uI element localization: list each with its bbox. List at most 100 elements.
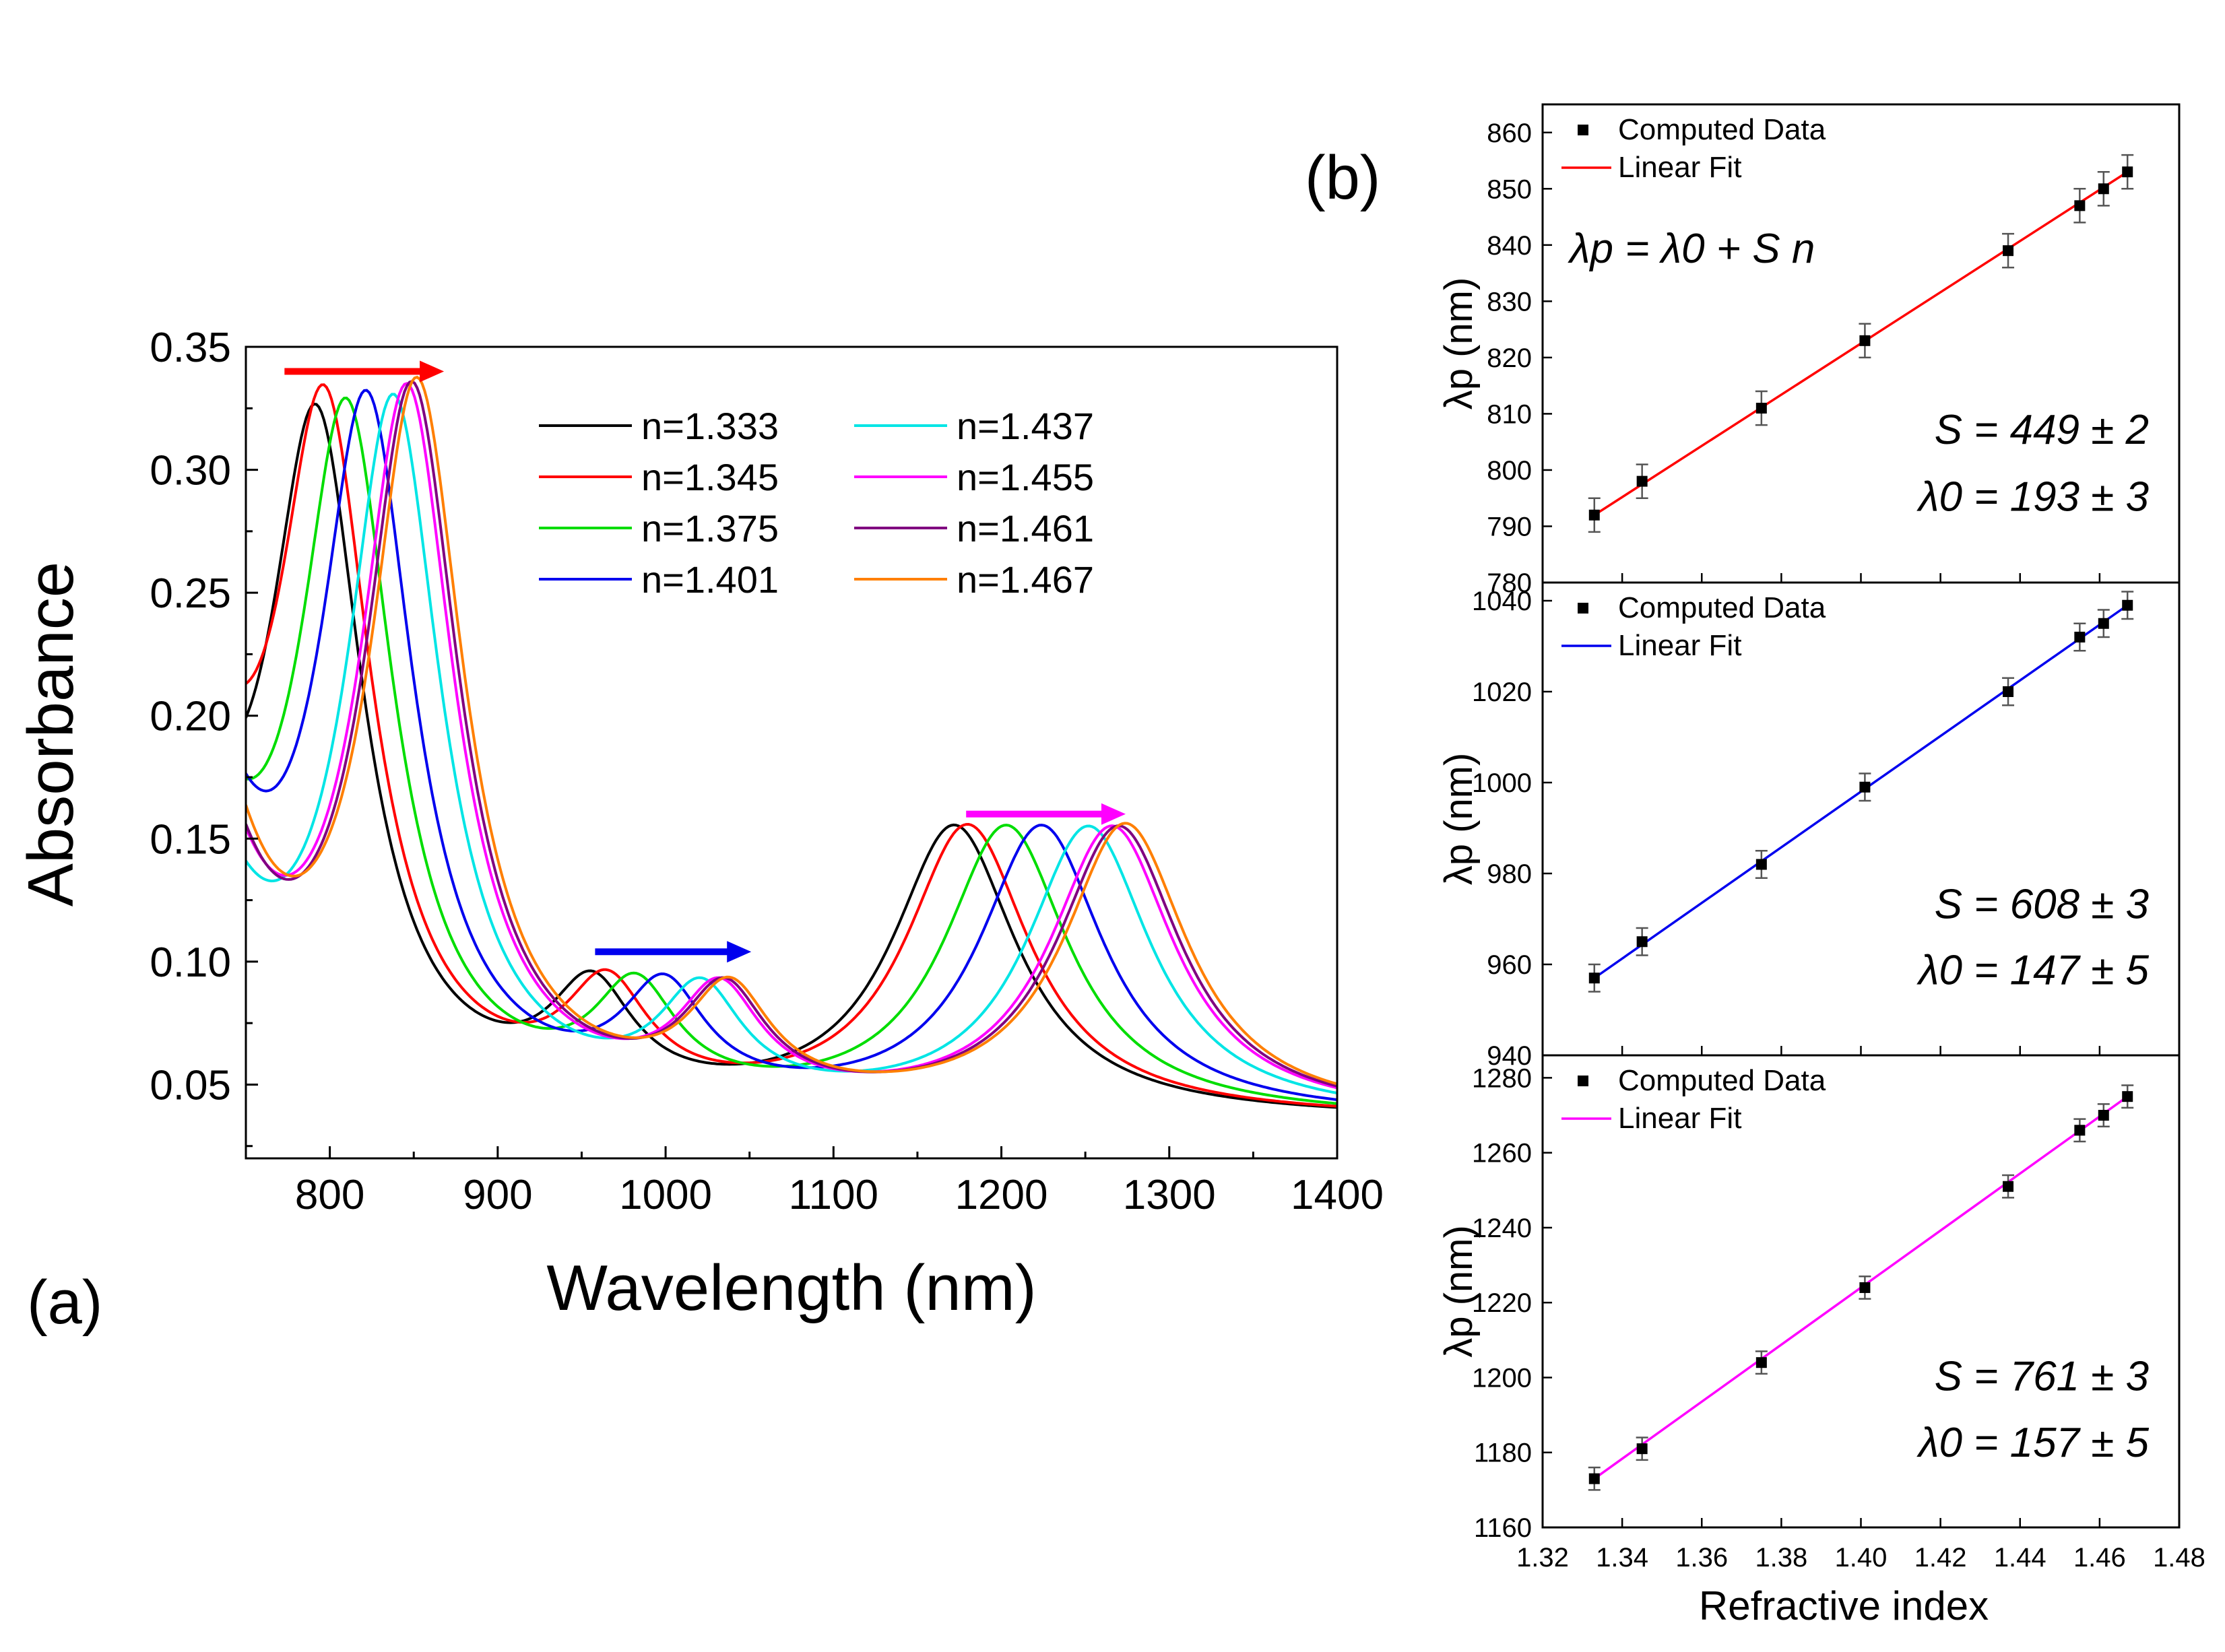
panel-label-b: (b): [1305, 143, 1380, 212]
y-tick-label: 0.25: [150, 570, 231, 617]
sensitivity-value: S = 761 ± 3: [1935, 1354, 2149, 1400]
x-tick-label: 1000: [619, 1172, 712, 1218]
legend-label: Linear Fit: [1618, 151, 1741, 184]
y-tick-label: 1000: [1472, 768, 1532, 798]
x-tick-label: 1.34: [1596, 1543, 1648, 1573]
data-point: [2121, 591, 2134, 620]
y-tick-label: 1240: [1472, 1214, 1532, 1243]
sensitivity-value: S = 449 ± 2: [1935, 407, 2149, 453]
x-axis-ticks: 800 900 1000 1100 1200 1300 1400: [245, 1146, 1384, 1218]
x-tick-label: 800: [295, 1172, 364, 1218]
panel-legend: Computed Data Linear Fit: [1561, 1064, 1826, 1135]
x-tick-label: 1400: [1291, 1172, 1384, 1218]
y-axis-title: λp (nm): [1437, 1225, 1481, 1358]
legend-label: Linear Fit: [1618, 629, 1741, 662]
data-point: [1636, 927, 1648, 956]
intercept-value: λ0 = 157 ± 5: [1916, 1420, 2150, 1466]
legend-marker: [1578, 125, 1588, 135]
data-point: [2002, 232, 2015, 269]
data-point: [1588, 963, 1601, 993]
y-tick-label: 1020: [1472, 678, 1532, 707]
legend-label: n=1.461: [957, 507, 1094, 550]
y-axis-title: Absorbance: [15, 562, 87, 906]
legend-entry: n=1.455: [854, 456, 1094, 498]
y-tick-label: 810: [1487, 399, 1532, 429]
panel-a-absorbance-chart: 0.05 0.10 0.15 0.20 0.25 0.30 0.35 800 900 1000 1…: [15, 325, 1384, 1337]
panel-b-sensitivity-charts: (b) 780 790 800 810 820 830 840 850 860 λp (nm) Co…: [1305, 103, 2205, 1628]
data-point: [2073, 622, 2086, 652]
data-point: [2121, 154, 2134, 190]
spectrum-line-2: [246, 383, 1336, 1108]
spectrum-line-1: [246, 402, 1336, 1109]
shift-arrow-3: [966, 803, 1126, 825]
sensitivity-value: S = 608 ± 3: [1935, 881, 2149, 927]
shared-x-axis-title: Refractive index: [1699, 1583, 1989, 1628]
y-tick-label: 0.20: [150, 694, 231, 740]
y-tick-label: 1280: [1472, 1063, 1532, 1093]
spectrum-line-8: [246, 375, 1337, 1086]
data-point: [1755, 1350, 1768, 1375]
y-tick-label: 940: [1487, 1041, 1532, 1071]
y-tick-label: 0.10: [150, 939, 231, 986]
y-tick-label: 780: [1487, 568, 1532, 598]
y-tick-label: 840: [1487, 231, 1532, 261]
y-axis-ticks: 0.05 0.10 0.15 0.20 0.25 0.30 0.35: [150, 325, 258, 1148]
fit-panel-3: 1160 1180 1200 1220 1240 1260 1280 1.32 1.34 1.36…: [1437, 1054, 2205, 1573]
legend-entry: n=1.461: [854, 507, 1094, 550]
x-tick-label: 1200: [955, 1172, 1048, 1218]
y-tick-label: 850: [1487, 174, 1532, 204]
y-tick-label: 960: [1487, 950, 1532, 980]
data-point: [1755, 390, 1768, 426]
data-point: [2073, 1118, 2086, 1143]
x-tick-label: 1.38: [1755, 1543, 1807, 1573]
data-point: [1588, 497, 1601, 533]
x-tick-label: 900: [463, 1172, 532, 1218]
spectrum-line-3: [246, 396, 1336, 1105]
legend-entry: n=1.375: [539, 507, 779, 550]
data-point: [1636, 1436, 1648, 1461]
legend-label: n=1.401: [641, 558, 779, 601]
data-point: [2002, 677, 2015, 706]
legend-label: Computed Data: [1618, 113, 1826, 146]
y-tick-label: 0.15: [150, 816, 231, 863]
data-point: [2002, 1174, 2015, 1199]
panel-legend: Computed Data Linear Fit: [1561, 113, 1826, 184]
y-axis-title: λp (nm): [1437, 277, 1481, 410]
legend-entry: n=1.333: [539, 405, 779, 447]
intercept-value: λ0 = 193 ± 3: [1916, 474, 2149, 521]
y-tick-label: 860: [1487, 119, 1532, 148]
legend-label: n=1.437: [957, 405, 1094, 447]
data-point: [2097, 170, 2110, 207]
y-tick-label: 1220: [1472, 1288, 1532, 1318]
legend-entry: n=1.437: [854, 405, 1094, 447]
y-tick-label: 830: [1487, 287, 1532, 317]
legend-label: n=1.375: [641, 507, 779, 550]
legend-entry: n=1.467: [854, 558, 1094, 601]
y-tick-label: 980: [1487, 859, 1532, 889]
spectrum-line-5: [246, 393, 1337, 1094]
data-point: [2121, 1084, 2134, 1109]
fit-panel-2: 940 960 980 1000 1020 1040 λp (nm) Computed Dat…: [1437, 581, 2181, 1071]
data-point: [1859, 323, 1871, 359]
spectrum-line-6: [246, 382, 1337, 1090]
y-tick-label: 0.35: [150, 325, 231, 371]
x-tick-label: 1.48: [2153, 1543, 2205, 1573]
y-tick-label: 1040: [1472, 587, 1532, 616]
x-axis-title: Wavelength (nm): [546, 1252, 1036, 1324]
legend-label: n=1.345: [641, 456, 779, 498]
data-point: [1636, 463, 1648, 499]
y-tick-label: 1180: [1474, 1439, 1532, 1468]
fit-panel-1: 780 790 800 810 820 830 840 850 860 λp (nm) Comput…: [1437, 103, 2181, 598]
panel-legend: Computed Data Linear Fit: [1561, 591, 1826, 662]
spectrum-line-4: [246, 389, 1337, 1101]
x-tick-label: 1.32: [1516, 1543, 1569, 1573]
legend-marker: [1578, 603, 1588, 614]
y-tick-label: 0.05: [150, 1062, 231, 1109]
legend-label: n=1.455: [957, 456, 1094, 498]
data-point: [2097, 609, 2110, 638]
data-point: [2097, 1103, 2110, 1127]
legend-label: Linear Fit: [1618, 1102, 1741, 1135]
y-tick-label: 1260: [1472, 1139, 1532, 1168]
y-tick-label: 790: [1487, 512, 1532, 541]
